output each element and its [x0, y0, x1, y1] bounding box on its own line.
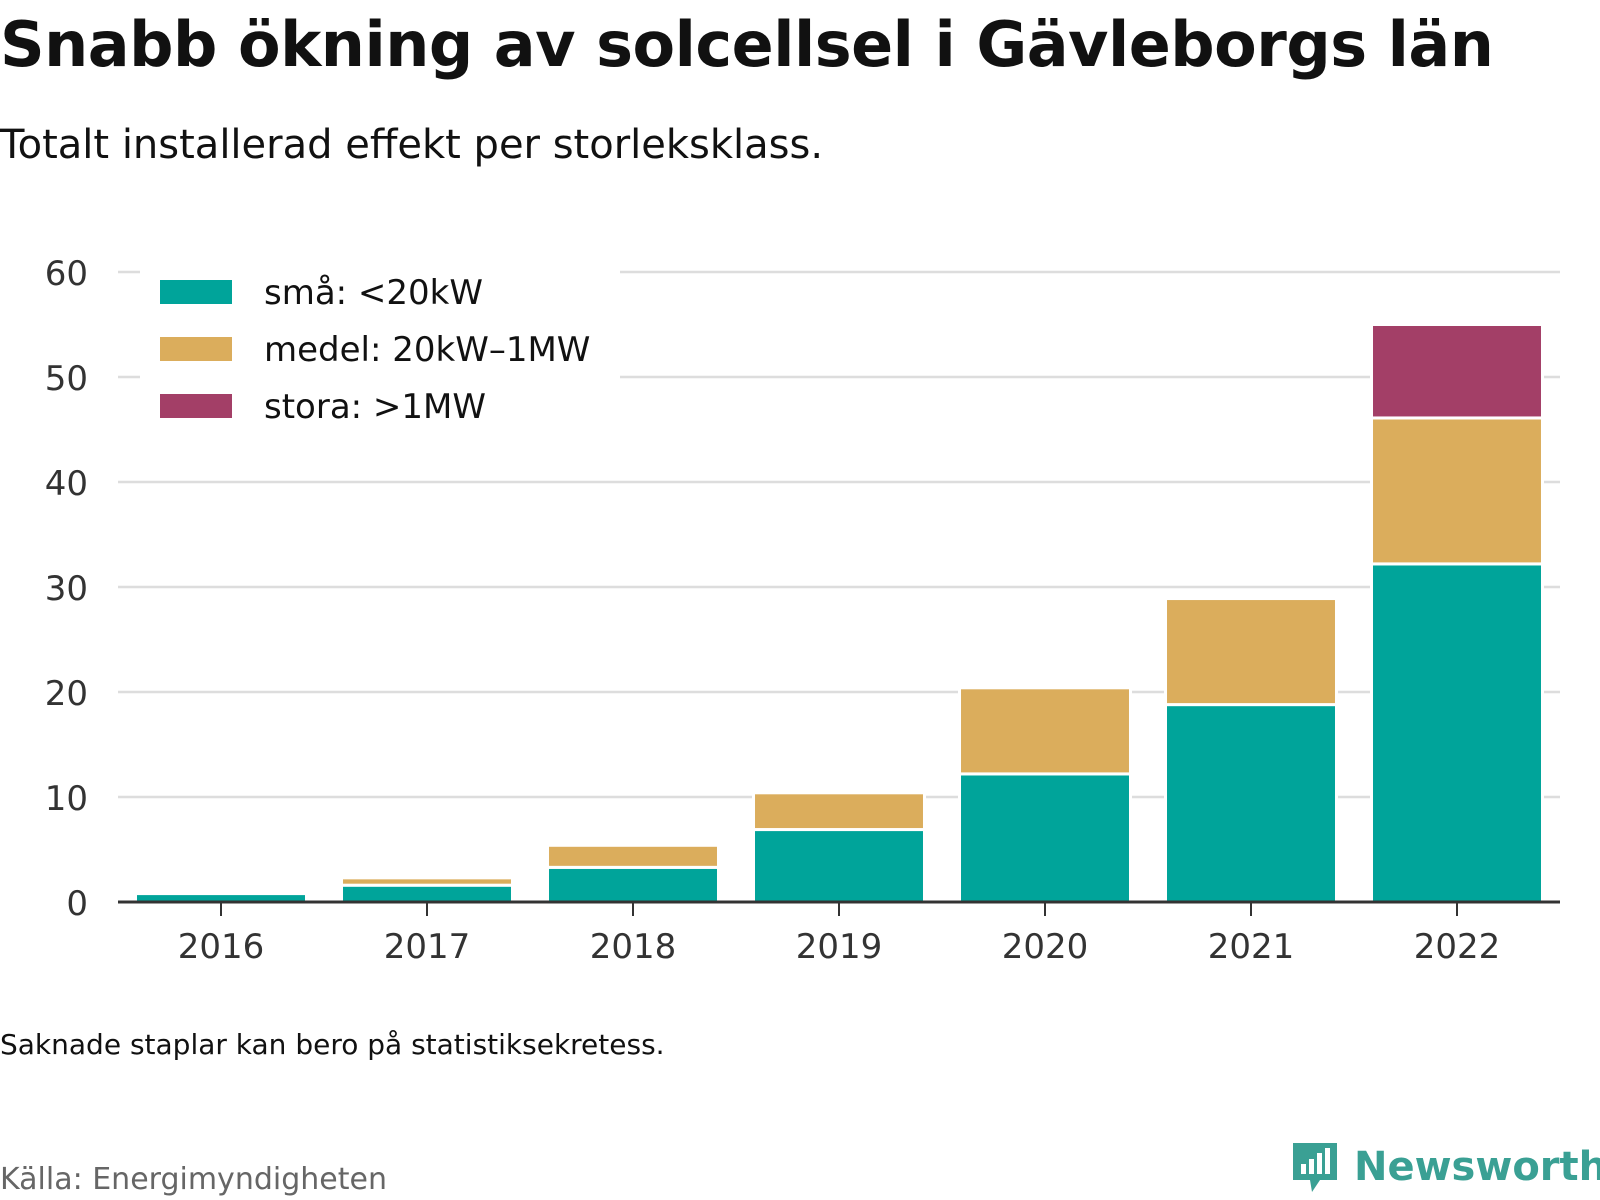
bar-segment [1370, 416, 1544, 566]
y-tick-label: 0 [66, 884, 88, 924]
x-tick-label: 2018 [590, 927, 677, 960]
x-tick-label: 2021 [1208, 927, 1295, 960]
y-tick-label: 20 [45, 674, 88, 714]
legend-swatch [160, 394, 232, 418]
x-tick-label: 2019 [796, 927, 883, 960]
legend-label: stora: >1MW [264, 387, 486, 427]
y-tick-label: 40 [45, 464, 88, 504]
newsworthy-logo: Newsworthy [1290, 1140, 1600, 1194]
bar-segment [752, 828, 926, 904]
bar-segment [546, 865, 720, 904]
legend-label: små: <20kW [264, 273, 483, 313]
bar-segment [1370, 323, 1544, 420]
x-tick-label: 2017 [384, 927, 471, 960]
source-credit: Källa: Energimyndigheten [0, 1162, 387, 1197]
axes: 0 10 20 30 40 50 60 2016 2017 2018 2019 2020 2021 202… [45, 254, 1560, 960]
stacked-bar-chart: 0 10 20 30 40 50 60 2016 2017 2018 2019 2020 2021 202… [45, 254, 1560, 960]
bars [134, 323, 1544, 904]
bar-segment [1370, 562, 1544, 904]
bar-segment [958, 686, 1132, 776]
legend-label: medel: 20kW–1MW [264, 330, 590, 370]
y-tick-label: 50 [45, 359, 88, 399]
bar-segment [546, 843, 720, 869]
bar-segment [1164, 597, 1338, 707]
bar-segment [1164, 703, 1338, 904]
chart-subtitle: Totalt installerad effekt per storlekskl… [0, 122, 824, 168]
bar-segment [752, 791, 926, 832]
y-tick-label: 10 [45, 779, 88, 819]
legend: små: <20kW medel: 20kW–1MW stora: >1MW [140, 260, 620, 430]
newsworthy-logo-icon [1293, 1143, 1337, 1192]
newsworthy-logo-text: Newsworthy [1354, 1144, 1600, 1190]
footnote: Saknade staplar kan bero på statistiksek… [0, 1028, 665, 1061]
chart-title: Snabb ökning av solcellsel i Gävleborgs … [0, 8, 1494, 81]
bar-segment [340, 883, 514, 904]
x-tick-label: 2020 [1002, 927, 1089, 960]
x-tick-label: 2016 [178, 927, 265, 960]
bar-segment [958, 772, 1132, 904]
legend-swatch [160, 280, 232, 304]
y-tick-label: 60 [45, 254, 88, 294]
legend-swatch [160, 337, 232, 361]
x-tick-label: 2022 [1414, 927, 1501, 960]
y-tick-label: 30 [45, 569, 88, 609]
bar-segment [340, 876, 514, 887]
